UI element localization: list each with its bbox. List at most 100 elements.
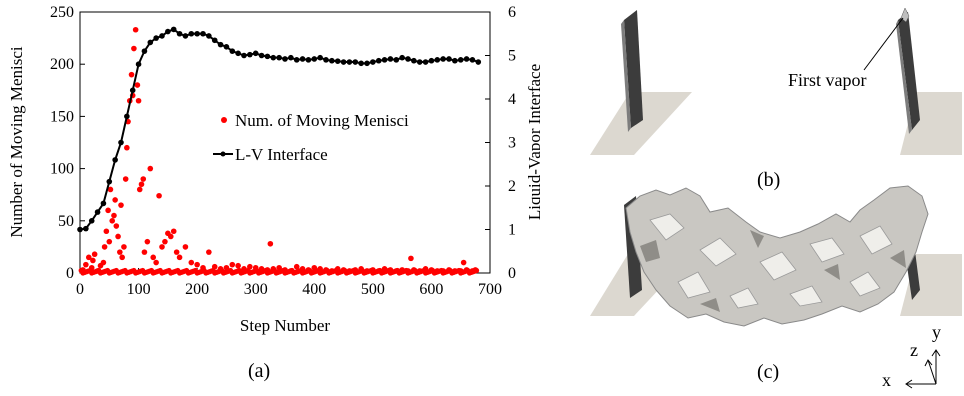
triad-label-x: x — [882, 370, 891, 390]
interface-point — [88, 218, 95, 224]
menisci-point — [117, 249, 123, 255]
menisci-point — [170, 228, 177, 235]
y-axis-title: Number of Moving Menisci — [7, 46, 26, 238]
y-tick-label: 100 — [50, 161, 74, 178]
interface-point — [165, 28, 171, 35]
x-tick-label: 400 — [302, 281, 326, 298]
interface-point — [399, 54, 405, 61]
interface-point — [206, 33, 212, 39]
interface-point — [411, 57, 417, 64]
chart-a: 0 100 200 300 400 500 600 700 0 50 100 150 200 250 0… — [7, 4, 540, 335]
interface-point — [182, 33, 189, 39]
interface-point — [446, 56, 452, 62]
menisci-point — [162, 238, 168, 245]
interface-point — [288, 54, 294, 61]
menisci-point — [136, 186, 143, 193]
interface-point — [159, 33, 165, 39]
menisci-point — [103, 228, 110, 235]
y2-tick-label: 1 — [508, 222, 516, 239]
interface-point — [141, 48, 148, 54]
y2-tick-label: 3 — [508, 135, 516, 152]
menisci-point — [229, 261, 236, 268]
y2-tick-label: 0 — [508, 265, 516, 282]
legend-marker-menisci — [221, 117, 227, 123]
menisci-point — [156, 192, 162, 199]
axes-triad: y z x — [882, 322, 941, 390]
menisci-point — [138, 181, 145, 188]
menisci-point — [90, 257, 96, 264]
interface-point — [124, 113, 130, 120]
interface-point — [252, 50, 259, 57]
y-tick-label: 250 — [50, 4, 74, 21]
menisci-point — [167, 233, 174, 240]
interface-point — [217, 41, 224, 48]
menisci-point — [118, 202, 124, 208]
y2-tick-label: 2 — [508, 178, 516, 195]
menisci-point — [141, 249, 148, 255]
interface-point — [194, 30, 200, 37]
y2-tick-label: 6 — [508, 4, 516, 21]
menisci-point — [206, 249, 212, 255]
interface-point — [346, 59, 353, 65]
interface-point — [235, 50, 241, 57]
menisci-point — [293, 263, 300, 270]
legend: Num. of Moving Menisci L-V Interface — [213, 111, 409, 164]
panel-label-c: (c) — [757, 361, 780, 383]
interface-point — [129, 87, 136, 94]
x-tick-label: 500 — [361, 281, 385, 298]
interface-point — [112, 157, 118, 163]
interface-point — [305, 57, 312, 63]
interface-point — [276, 54, 282, 61]
legend-marker-interface — [220, 151, 226, 157]
triad-label-z: z — [910, 340, 918, 360]
menisci-point — [119, 254, 125, 261]
menisci-point — [267, 240, 274, 247]
menisci-point — [144, 238, 151, 245]
menisci-point — [173, 249, 180, 255]
interface-point — [153, 35, 159, 41]
first-vapor-annotation: First vapor — [788, 70, 867, 90]
menisci-point — [408, 255, 414, 262]
interface-point — [364, 60, 370, 67]
interface-point — [381, 57, 388, 63]
x-tick-label: 100 — [127, 281, 151, 298]
left-wall-edge — [621, 20, 631, 132]
interface-point — [457, 57, 464, 63]
interface-point — [106, 178, 113, 185]
interface-point — [118, 139, 124, 146]
y2-tick-label: 4 — [508, 91, 516, 108]
menisci-point — [194, 261, 200, 268]
y-tick-label: 50 — [58, 213, 74, 230]
x-tick-label: 200 — [185, 281, 209, 298]
interface-point — [247, 51, 253, 58]
menisci-point — [107, 186, 114, 193]
menisci-point — [106, 238, 113, 245]
view-b: First vapor — [590, 7, 962, 155]
menisci-point — [135, 97, 142, 104]
menisci-point — [105, 207, 111, 214]
vapor-texture — [649, 213, 893, 309]
menisci-point — [147, 165, 154, 172]
y-tick-label: 200 — [50, 56, 74, 73]
y-tick-label: 150 — [50, 108, 74, 125]
interface-point — [393, 57, 400, 63]
interface-point — [317, 54, 323, 61]
right-wall — [898, 12, 920, 130]
legend-label-menisci: Num. of Moving Menisci — [235, 111, 409, 130]
plot-frame — [79, 11, 491, 274]
panel-label-b: (b) — [757, 169, 781, 191]
view-c — [590, 185, 962, 327]
interface-point — [83, 225, 89, 232]
right-wall-edge — [896, 20, 912, 134]
interface-point — [463, 56, 470, 62]
menisci-point — [100, 259, 107, 266]
menisci-point — [150, 254, 157, 261]
interface-point — [370, 59, 376, 65]
interface-point — [94, 209, 101, 215]
interface-point — [375, 57, 382, 64]
x-tick-label: 700 — [478, 281, 502, 298]
menisci-point — [128, 71, 135, 78]
x-tick-label: 0 — [76, 281, 84, 298]
menisci-point — [473, 267, 480, 274]
interface-point — [475, 59, 482, 65]
